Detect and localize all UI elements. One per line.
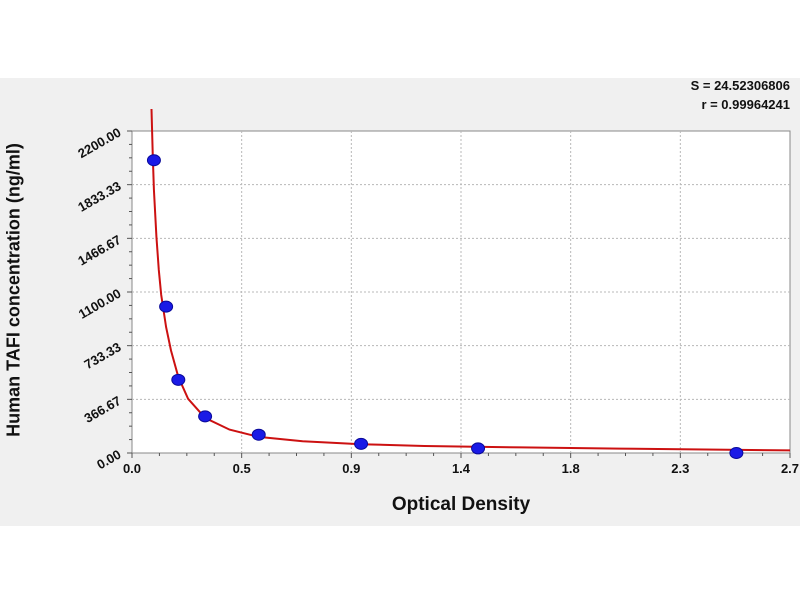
y-tick-label: 1833.33 bbox=[75, 178, 123, 214]
y-axis-title: Human TAFI concentration (ng/ml) bbox=[3, 143, 24, 437]
y-tick-label: 2200.00 bbox=[75, 125, 123, 161]
x-tick-label: 1.4 bbox=[452, 461, 471, 476]
x-tick-label: 2.7 bbox=[781, 461, 799, 476]
data-point bbox=[471, 442, 486, 455]
x-tick-label: 0.0 bbox=[123, 461, 141, 476]
data-point bbox=[354, 437, 369, 450]
y-tick-label: 0.00 bbox=[94, 447, 123, 473]
y-axis: 0.00 366.67 733.33 1100.00 1466.67 1833.33 220… bbox=[75, 125, 132, 473]
x-tick-label: 2.3 bbox=[671, 461, 689, 476]
data-point bbox=[146, 154, 161, 167]
y-tick-label: 1466.67 bbox=[75, 232, 123, 268]
data-point bbox=[251, 428, 266, 441]
stat-r-value: r = 0.99964241 bbox=[701, 97, 790, 112]
fit-curve bbox=[150, 108, 791, 452]
x-tick-label: 0.9 bbox=[342, 461, 360, 476]
x-axis: 0.0 0.5 0.9 1.4 1.8 2.3 2.7 bbox=[123, 453, 799, 476]
x-tick-label: 0.5 bbox=[233, 461, 251, 476]
y-tick-label: 1100.00 bbox=[76, 286, 124, 322]
y-tick-label: 366.67 bbox=[82, 393, 124, 426]
data-point bbox=[198, 410, 213, 423]
data-point bbox=[159, 300, 174, 313]
data-point bbox=[729, 447, 744, 459]
stat-s-value: S = 24.52306806 bbox=[690, 78, 790, 93]
data-point bbox=[171, 373, 186, 386]
x-axis-title: Optical Density bbox=[391, 494, 531, 515]
data-points bbox=[146, 154, 744, 459]
x-tick-label: 1.8 bbox=[562, 461, 580, 476]
y-tick-label: 733.33 bbox=[82, 339, 124, 372]
grid bbox=[132, 131, 790, 453]
